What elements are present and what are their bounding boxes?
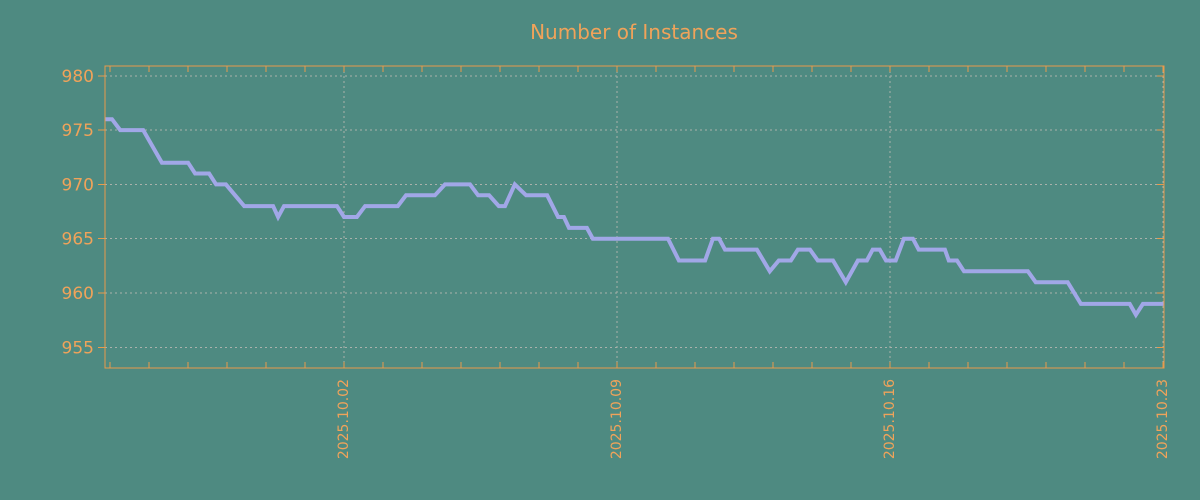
y-tick-label: 965 [62,230,94,250]
y-tick-label: 980 [62,67,94,87]
y-tick-label: 970 [62,175,94,195]
data-series-line [105,117,1164,319]
y-tick-label: 975 [62,121,94,141]
y-tick-label: 960 [62,284,94,304]
chart-title: Number of Instances [530,20,738,44]
x-tick-label: 2025.10.09 [609,379,625,459]
x-tick-label: 2025.10.23 [1155,379,1171,459]
plot-border [104,65,1165,369]
x-tick-label: 2025.10.02 [336,379,352,459]
series-polyline [105,117,1164,319]
y-tick-label: 955 [62,338,94,358]
axes-and-ticks [98,65,1165,369]
axis-labels: 955 960 965 970 975 980 2025.10.02 2025.10.09 20… [62,67,1171,459]
x-tick-label: 2025.10.16 [882,379,898,459]
gridlines [105,66,1164,368]
